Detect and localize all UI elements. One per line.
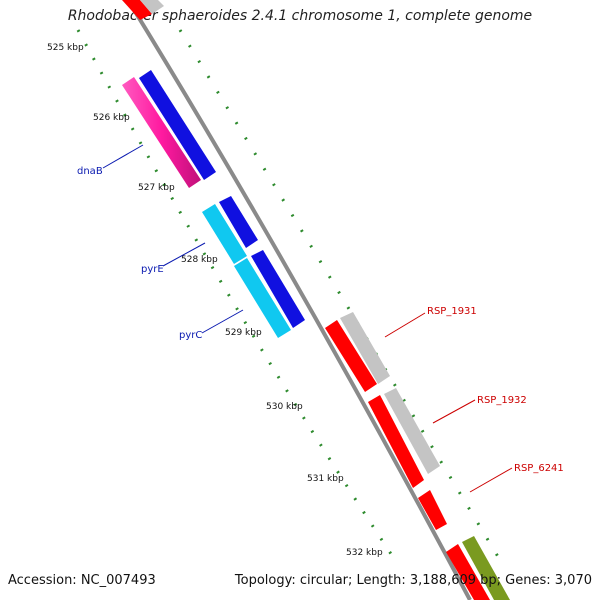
gene-block-pyre: [202, 204, 247, 264]
kbp-label: 529 kbp: [225, 328, 262, 338]
gene-block-blue-1: [139, 70, 216, 180]
accession-text: Accession: NC_007493: [8, 573, 156, 588]
gene-block-top-red: [122, 0, 152, 20]
leader-dnab: [102, 144, 144, 169]
gene-label-pyrc[interactable]: pyrC: [179, 330, 202, 341]
topology-text: Topology: circular; Length: 3,188,609 bp…: [234, 573, 592, 588]
gene-block-blue-3: [251, 250, 305, 328]
gene-block-rsp6241: [418, 490, 447, 530]
gene-block-rsp1931: [325, 320, 377, 392]
chromosome-backbone: [126, 0, 472, 600]
kbp-tick-track: [76, 29, 397, 561]
gene-block-bottom-olive: [462, 536, 510, 600]
gene-block-grey-1: [340, 312, 390, 384]
kbp-label: 532 kbp: [346, 548, 383, 558]
kbp-label: 527 kbp: [138, 183, 175, 193]
kbp-label: 528 kbp: [181, 255, 218, 265]
gene-block-top-grey: [140, 0, 164, 14]
kbp-label: 531 kbp: [307, 474, 344, 484]
leader-rsp6241: [469, 467, 513, 493]
gene-label-rsp1932[interactable]: RSP_1932: [477, 395, 527, 406]
leader-pyrc: [201, 309, 244, 334]
kbp-label: 530 kbp: [266, 402, 303, 412]
gene-label-dnab[interactable]: dnaB: [77, 166, 103, 177]
gene-block-rsp1932: [368, 395, 424, 488]
gene-block-dnab: [122, 77, 201, 188]
gene-label-rsp6241[interactable]: RSP_6241: [514, 463, 564, 474]
gene-label-pyre[interactable]: pyrE: [141, 264, 164, 275]
gene-block-bottom-red: [446, 544, 490, 600]
leader-rsp1931: [384, 312, 426, 338]
kbp-label: 526 kbp: [93, 113, 130, 123]
inner-dot-track-1: [178, 29, 502, 561]
kbp-label: 525 kbp: [47, 43, 84, 53]
leader-rsp1932: [432, 399, 476, 424]
gene-block-pyrc: [234, 258, 291, 338]
leader-pyre: [162, 242, 206, 267]
genome-title: Rhodobacter sphaeroides 2.4.1 chromosome…: [67, 8, 533, 24]
gene-label-rsp1931[interactable]: RSP_1931: [427, 306, 477, 317]
gene-block-blue-2: [219, 196, 258, 248]
gene-block-grey-2: [384, 388, 440, 474]
